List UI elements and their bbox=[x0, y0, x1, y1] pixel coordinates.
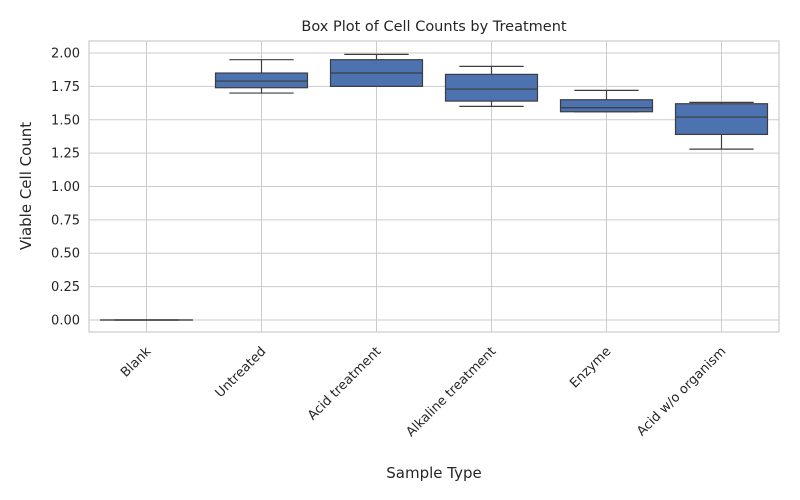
box-untreated bbox=[214, 59, 309, 94]
iqr-box bbox=[674, 103, 769, 136]
y-tick-label: 0.50 bbox=[51, 247, 80, 262]
x-tick-label: Blank bbox=[118, 344, 155, 381]
x-tick-label: Untreated bbox=[213, 344, 270, 401]
x-tick-labels: Blank Untreated Acid treatment Alkaline tre… bbox=[118, 344, 729, 440]
y-tick-label: 1.75 bbox=[51, 80, 80, 95]
x-tick-label: Alkaline treatment bbox=[403, 344, 499, 440]
box-acid-treatment bbox=[329, 53, 424, 87]
x-tick-label: Acid treatment bbox=[305, 344, 384, 423]
x-tick-label: Enzyme bbox=[567, 344, 614, 391]
y-tick-labels: 0.00 0.25 0.50 0.75 1.00 1.25 1.50 1.75 2.00 bbox=[51, 47, 80, 329]
x-tick-label: Acid w/o organism bbox=[634, 344, 729, 439]
plot-frame bbox=[88, 40, 780, 333]
boxes bbox=[99, 53, 769, 321]
y-tick-label: 0.25 bbox=[51, 280, 80, 295]
y-axis-label: Viable Cell Count bbox=[17, 122, 35, 250]
y-tick-label: 1.25 bbox=[51, 147, 80, 162]
iqr-box bbox=[214, 72, 309, 89]
y-tick-label: 0.75 bbox=[51, 213, 80, 228]
iqr-box bbox=[559, 99, 654, 113]
x-axis-label: Sample Type bbox=[386, 464, 481, 482]
box-enzyme bbox=[559, 89, 654, 113]
grid-lines bbox=[89, 41, 779, 332]
box-acid-w-o-organism bbox=[674, 101, 769, 150]
y-tick-label: 0.00 bbox=[51, 313, 80, 328]
chart-title: Box Plot of Cell Counts by Treatment bbox=[301, 19, 567, 35]
y-tick-label: 1.50 bbox=[51, 113, 80, 128]
iqr-box bbox=[444, 73, 539, 102]
box-alkaline-treatment bbox=[444, 65, 539, 108]
y-tick-label: 1.00 bbox=[51, 180, 80, 195]
y-tick-label: 2.00 bbox=[51, 47, 80, 62]
